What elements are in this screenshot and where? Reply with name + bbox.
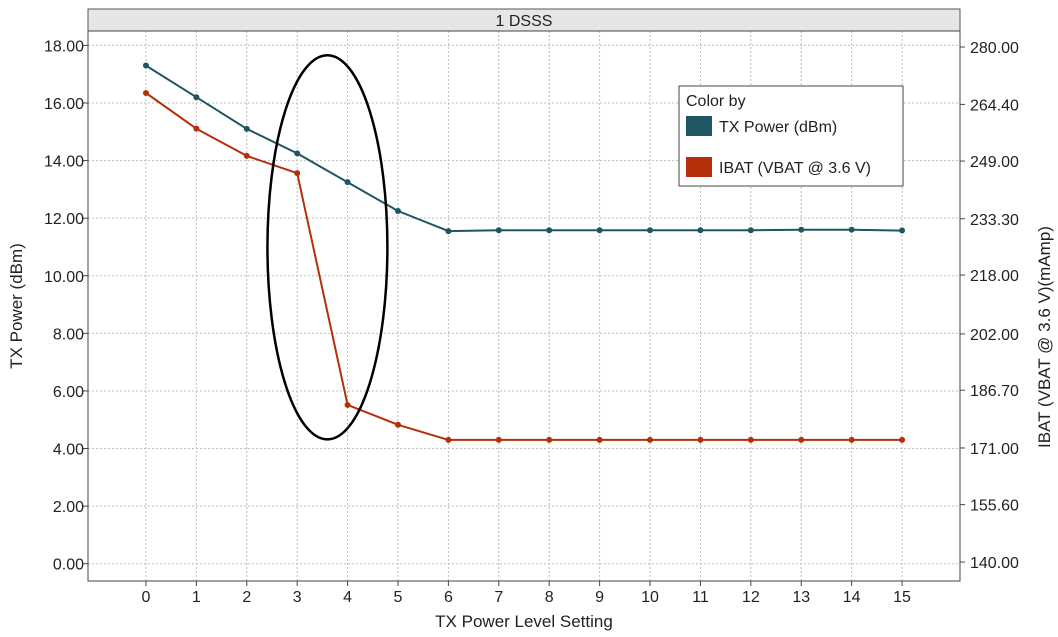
x-tick-label: 0	[142, 589, 151, 606]
data-point	[294, 150, 301, 157]
x-tick-label: 12	[742, 589, 760, 606]
y-axis-title: TX Power (dBm)	[7, 243, 26, 369]
x-tick-label: 9	[595, 589, 604, 606]
y2-tick-label: 233.30	[970, 212, 1019, 229]
data-point	[899, 227, 906, 234]
data-point	[394, 207, 401, 214]
data-point	[798, 436, 805, 443]
x-axis-title: TX Power Level Setting	[435, 612, 613, 631]
legend-items: TX Power (dBm) IBAT (VBAT @ 3.6 V)	[686, 116, 871, 177]
data-point	[193, 94, 200, 101]
data-point	[747, 227, 754, 234]
data-point	[899, 436, 906, 443]
data-point	[848, 226, 855, 233]
y2-tick-label: 264.40	[970, 97, 1019, 114]
x-tick-label: 11	[692, 589, 709, 606]
y2-tick-label: 155.60	[970, 498, 1019, 515]
annotation-layer	[266, 53, 389, 441]
y-tick-label: 14.00	[44, 154, 84, 171]
x-tick-label: 1	[192, 589, 201, 606]
panel-label: 1 DSSS	[496, 13, 553, 30]
legend-swatch	[686, 116, 712, 136]
data-point	[848, 436, 855, 443]
series-layer	[142, 62, 906, 443]
y-tick-label: 10.00	[44, 269, 84, 286]
data-point	[697, 227, 704, 234]
data-point	[445, 436, 452, 443]
x-tick-label: 8	[545, 589, 554, 606]
legend-swatch	[686, 157, 712, 177]
y-axis-ticks: 0.00 2.00 4.00 6.00 8.00 10.00 12.00 14.00 16.00…	[44, 38, 88, 574]
x-tick-label: 13	[792, 589, 810, 606]
axes	[87, 30, 961, 582]
legend-label: TX Power (dBm)	[719, 119, 837, 136]
data-point	[798, 226, 805, 233]
legend-title: Color by	[686, 93, 746, 110]
x-tick-label: 7	[494, 589, 503, 606]
y2-tick-label: 249.00	[970, 154, 1019, 171]
y2-tick-label: 280.00	[970, 40, 1019, 57]
data-point	[344, 179, 351, 186]
x-tick-label: 4	[343, 589, 352, 606]
x-tick-label: 2	[242, 589, 251, 606]
x-tick-label: 3	[293, 589, 302, 606]
data-point	[344, 401, 351, 408]
y-tick-label: 12.00	[44, 211, 84, 228]
y2-tick-label: 202.00	[970, 327, 1019, 344]
data-point	[546, 227, 553, 234]
data-point	[193, 125, 200, 132]
x-tick-label: 10	[641, 589, 659, 606]
y-tick-label: 8.00	[53, 326, 84, 343]
data-point	[495, 227, 502, 234]
data-point	[546, 436, 553, 443]
highlight-ellipse	[266, 53, 389, 441]
x-axis-ticks: 0 1 2 3 4 5 6 7 8 9 10 11 12 13 14 15	[142, 581, 911, 606]
y-tick-label: 18.00	[44, 38, 84, 55]
y-tick-label: 6.00	[53, 384, 84, 401]
y2-tick-label: 140.00	[970, 555, 1019, 572]
panel-strip: 1 DSSS	[87, 8, 961, 32]
data-point	[445, 228, 452, 235]
y2-axis-ticks: 140.00 155.60 171.00 186.70 202.00 218.00 233.…	[960, 40, 1019, 572]
y2-axis-title: IBAT (VBAT @ 3.6 V)(mAmp)	[1035, 226, 1054, 448]
data-point	[142, 62, 149, 69]
data-point	[243, 152, 250, 159]
series-line-0	[145, 64, 903, 233]
y-tick-label: 0.00	[53, 557, 84, 574]
data-point	[142, 89, 149, 96]
gridlines	[88, 31, 960, 581]
legend: Color by TX Power (dBm) IBAT (VBAT @ 3.6 …	[678, 85, 904, 187]
y-tick-label: 2.00	[53, 499, 84, 516]
y2-tick-label: 186.70	[970, 383, 1019, 400]
y-tick-label: 4.00	[53, 442, 84, 459]
data-point	[596, 436, 603, 443]
y-tick-label: 16.00	[44, 96, 84, 113]
data-point	[243, 125, 250, 132]
x-tick-label: 15	[893, 589, 911, 606]
x-tick-label: 5	[394, 589, 403, 606]
data-point	[647, 436, 654, 443]
data-point	[294, 170, 301, 177]
data-point	[495, 436, 502, 443]
data-point	[394, 421, 401, 428]
y2-tick-label: 171.00	[970, 441, 1019, 458]
legend-label: IBAT (VBAT @ 3.6 V)	[719, 160, 871, 177]
data-point	[697, 436, 704, 443]
data-point	[596, 227, 603, 234]
data-point	[647, 227, 654, 234]
x-tick-label: 6	[444, 589, 453, 606]
data-point	[747, 436, 754, 443]
x-tick-label: 14	[843, 589, 861, 606]
y2-tick-label: 218.00	[970, 268, 1019, 285]
